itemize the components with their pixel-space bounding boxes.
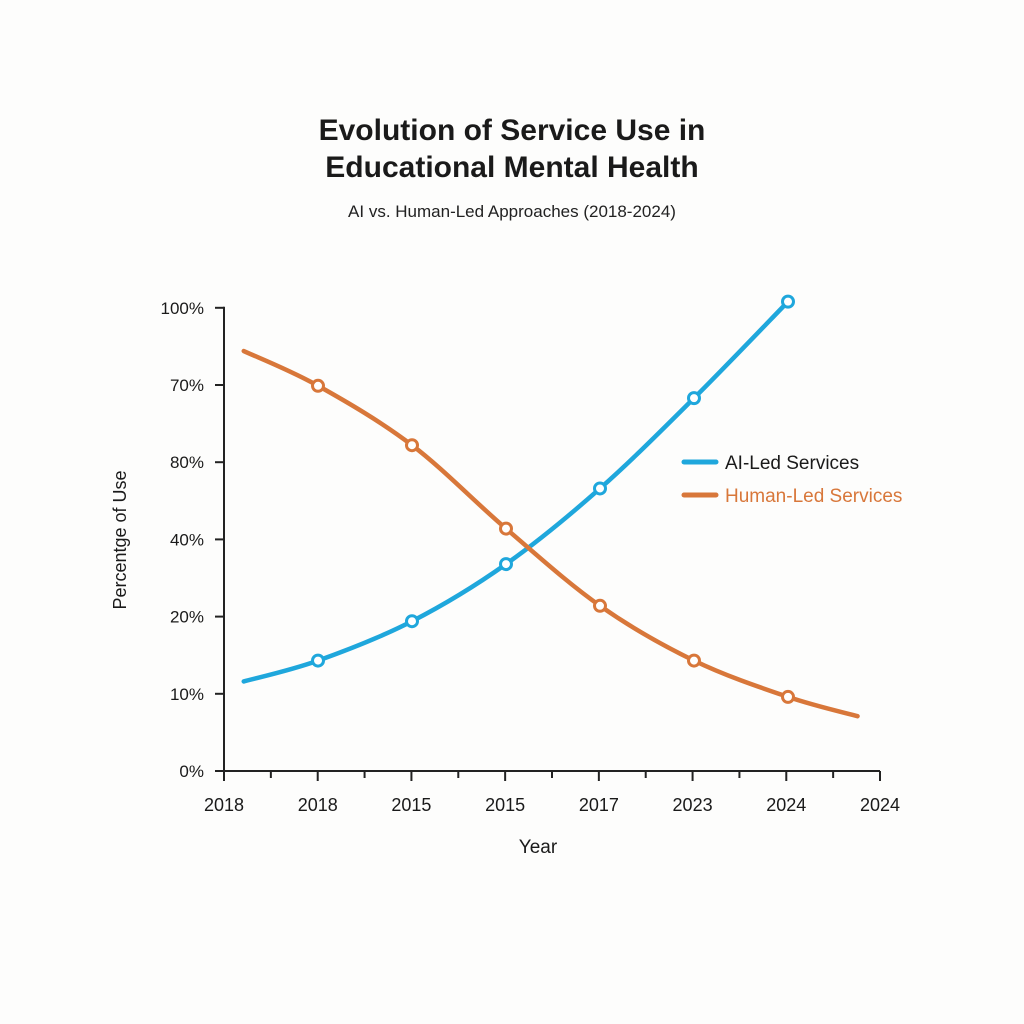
data-point-ai-led	[687, 391, 701, 406]
x-axis-label: Year	[519, 837, 558, 858]
x-tick-label: 2018	[298, 795, 338, 815]
data-point-human-led	[405, 438, 419, 453]
y-tick-label: 100%	[161, 299, 204, 318]
series-line-human-led	[241, 348, 860, 719]
y-tick-label: 0%	[179, 762, 204, 781]
y-axis-label: Percentge of Use	[110, 470, 130, 609]
x-tick-label: 2015	[485, 795, 525, 815]
x-tick-label: 2023	[673, 795, 713, 815]
y-tick-label: 20%	[170, 608, 204, 627]
legend-label-ai-led: AI-Led Services	[725, 453, 859, 474]
data-point-human-led	[593, 598, 607, 613]
data-point-human-led	[311, 378, 325, 393]
y-tick-label: 80%	[170, 453, 204, 472]
data-point-ai-led	[593, 481, 607, 496]
chart-title-line-2: Educational Mental Health	[325, 151, 699, 184]
data-point-ai-led	[781, 294, 795, 309]
data-point-ai-led	[499, 557, 513, 572]
x-tick-label: 2015	[391, 795, 431, 815]
data-point-human-led	[499, 521, 513, 536]
x-tick-label: 2024	[766, 795, 806, 815]
x-tick-label: 2017	[579, 795, 619, 815]
y-tick-label: 70%	[170, 376, 204, 395]
data-point-ai-led	[311, 653, 325, 668]
data-point-human-led	[687, 653, 701, 668]
series-line-ai-led	[241, 299, 791, 684]
x-tick-label: 2018	[204, 795, 244, 815]
data-point-ai-led	[405, 614, 419, 629]
chart-subtitle: AI vs. Human-Led Approaches (2018-2024)	[348, 202, 676, 221]
y-tick-label: 40%	[170, 530, 204, 549]
data-point-human-led	[781, 689, 795, 704]
x-tick-label: 2024	[860, 795, 900, 815]
y-tick-label: 10%	[170, 685, 204, 704]
legend-label-human-led: Human-Led Services	[725, 486, 902, 507]
chart-title-line-1: Evolution of Service Use in	[318, 114, 706, 147]
